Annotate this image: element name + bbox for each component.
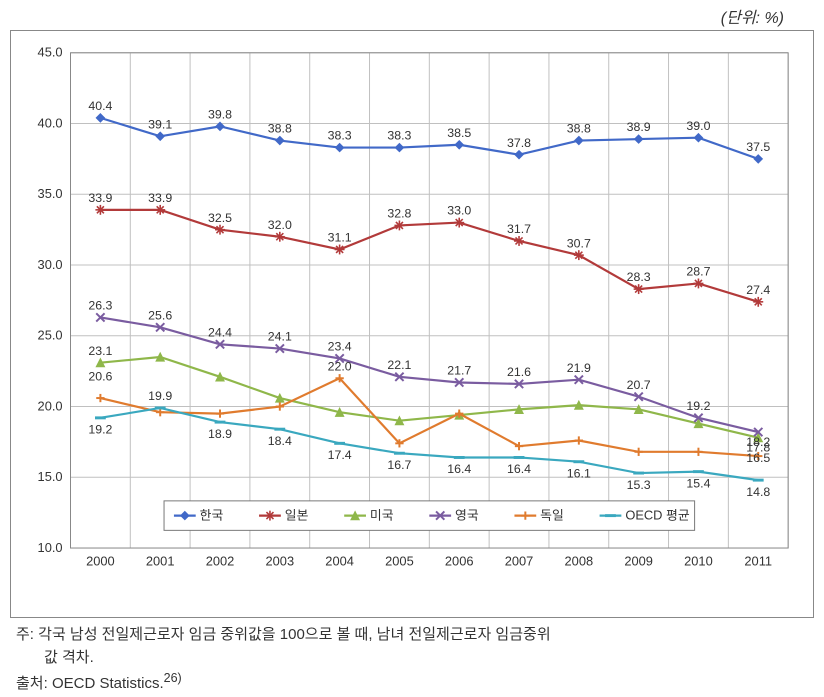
svg-text:2011: 2011 — [744, 554, 772, 569]
svg-text:14.8: 14.8 — [746, 485, 770, 499]
svg-text:37.5: 37.5 — [746, 140, 770, 154]
svg-text:2008: 2008 — [565, 554, 594, 569]
svg-text:25.6: 25.6 — [148, 308, 172, 322]
svg-text:18.2: 18.2 — [746, 435, 770, 449]
svg-text:23.4: 23.4 — [328, 340, 352, 354]
svg-text:38.8: 38.8 — [567, 122, 591, 136]
svg-text:15.4: 15.4 — [686, 476, 710, 490]
svg-text:23.1: 23.1 — [88, 344, 112, 358]
source-prefix: 출처: — [16, 675, 52, 692]
svg-text:24.4: 24.4 — [208, 325, 232, 339]
svg-text:21.7: 21.7 — [447, 364, 471, 378]
svg-text:38.3: 38.3 — [387, 129, 411, 143]
svg-text:32.0: 32.0 — [268, 218, 292, 232]
svg-text:독일: 독일 — [540, 508, 564, 523]
svg-text:2007: 2007 — [505, 554, 534, 569]
svg-text:15.3: 15.3 — [627, 478, 651, 492]
svg-text:21.9: 21.9 — [567, 361, 591, 375]
source-text: OECD Statistics. — [52, 675, 164, 692]
svg-text:18.4: 18.4 — [268, 434, 292, 448]
footnote-text-1: 각국 남성 전일제근로자 임금 중위값을 100으로 볼 때, 남녀 전일제근로… — [38, 626, 550, 643]
source-line: 출처: OECD Statistics.26) — [10, 671, 814, 693]
svg-text:2000: 2000 — [86, 554, 115, 569]
unit-label: (단위: %) — [10, 4, 814, 28]
svg-text:2001: 2001 — [146, 554, 175, 569]
svg-text:OECD 평균: OECD 평균 — [625, 508, 690, 523]
svg-text:19.2: 19.2 — [686, 399, 710, 413]
svg-text:21.6: 21.6 — [507, 365, 531, 379]
svg-text:19.2: 19.2 — [88, 423, 112, 437]
svg-text:33.9: 33.9 — [88, 191, 112, 205]
svg-text:16.4: 16.4 — [447, 462, 471, 476]
svg-text:20.7: 20.7 — [627, 378, 651, 392]
svg-text:2002: 2002 — [206, 554, 235, 569]
svg-text:33.9: 33.9 — [148, 191, 172, 205]
svg-text:한국: 한국 — [200, 508, 224, 523]
svg-text:31.7: 31.7 — [507, 222, 531, 236]
svg-text:39.0: 39.0 — [686, 119, 710, 133]
svg-text:37.8: 37.8 — [507, 136, 531, 150]
svg-text:16.4: 16.4 — [507, 462, 531, 476]
svg-text:2006: 2006 — [445, 554, 474, 569]
svg-text:영국: 영국 — [455, 508, 479, 523]
svg-text:33.0: 33.0 — [447, 204, 471, 218]
svg-text:15.0: 15.0 — [38, 469, 63, 484]
svg-text:26.3: 26.3 — [88, 299, 112, 313]
svg-text:22.0: 22.0 — [328, 359, 352, 373]
svg-text:38.5: 38.5 — [447, 126, 471, 140]
svg-text:16.7: 16.7 — [387, 458, 411, 472]
svg-text:22.1: 22.1 — [387, 358, 411, 372]
svg-text:2010: 2010 — [684, 554, 713, 569]
svg-text:2009: 2009 — [624, 554, 653, 569]
footnote-prefix: 주: — [16, 626, 38, 643]
footnote-text-2: 값 격차. — [16, 649, 94, 666]
svg-text:미국: 미국 — [370, 508, 394, 523]
svg-text:40.0: 40.0 — [38, 116, 63, 131]
footnote: 주: 각국 남성 전일제근로자 임금 중위값을 100으로 볼 때, 남녀 전일… — [10, 624, 814, 669]
svg-text:2004: 2004 — [325, 554, 354, 569]
svg-text:2005: 2005 — [385, 554, 414, 569]
svg-text:32.5: 32.5 — [208, 211, 232, 225]
svg-text:39.8: 39.8 — [208, 108, 232, 122]
svg-text:20.0: 20.0 — [38, 399, 63, 414]
svg-text:20.6: 20.6 — [88, 369, 112, 383]
source-sup: 26) — [164, 671, 182, 685]
svg-text:16.5: 16.5 — [746, 451, 770, 465]
svg-text:28.7: 28.7 — [686, 265, 710, 279]
svg-text:일본: 일본 — [285, 508, 309, 523]
svg-text:45.0: 45.0 — [38, 45, 63, 60]
svg-text:27.4: 27.4 — [746, 283, 770, 297]
svg-text:39.1: 39.1 — [148, 117, 172, 131]
svg-text:38.8: 38.8 — [268, 122, 292, 136]
svg-text:40.4: 40.4 — [88, 99, 112, 113]
figure-wrapper: (단위: %) 10.0 15.0 20.0 25.0 30.0 35.0 40.0 45.0… — [0, 0, 824, 697]
svg-text:30.7: 30.7 — [567, 236, 591, 250]
svg-text:35.0: 35.0 — [38, 186, 63, 201]
line-chart: 10.0 15.0 20.0 25.0 30.0 35.0 40.0 45.0 2000 2001… — [21, 41, 803, 607]
svg-text:24.1: 24.1 — [268, 330, 292, 344]
svg-text:19.9: 19.9 — [148, 389, 172, 403]
svg-text:38.9: 38.9 — [627, 120, 651, 134]
svg-text:18.9: 18.9 — [208, 427, 232, 441]
svg-text:25.0: 25.0 — [38, 328, 63, 343]
svg-text:10.0: 10.0 — [38, 540, 63, 555]
chart-container: 10.0 15.0 20.0 25.0 30.0 35.0 40.0 45.0 2000 2001… — [10, 30, 814, 618]
svg-text:17.4: 17.4 — [328, 448, 352, 462]
svg-text:28.3: 28.3 — [627, 270, 651, 284]
svg-text:31.1: 31.1 — [328, 231, 352, 245]
svg-text:38.3: 38.3 — [328, 129, 352, 143]
svg-text:30.0: 30.0 — [38, 257, 63, 272]
svg-text:32.8: 32.8 — [387, 207, 411, 221]
svg-text:16.1: 16.1 — [567, 466, 591, 480]
legend: 한국 일본 미국 영국 독일 OECD 평균 — [164, 501, 695, 530]
svg-text:2003: 2003 — [266, 554, 295, 569]
